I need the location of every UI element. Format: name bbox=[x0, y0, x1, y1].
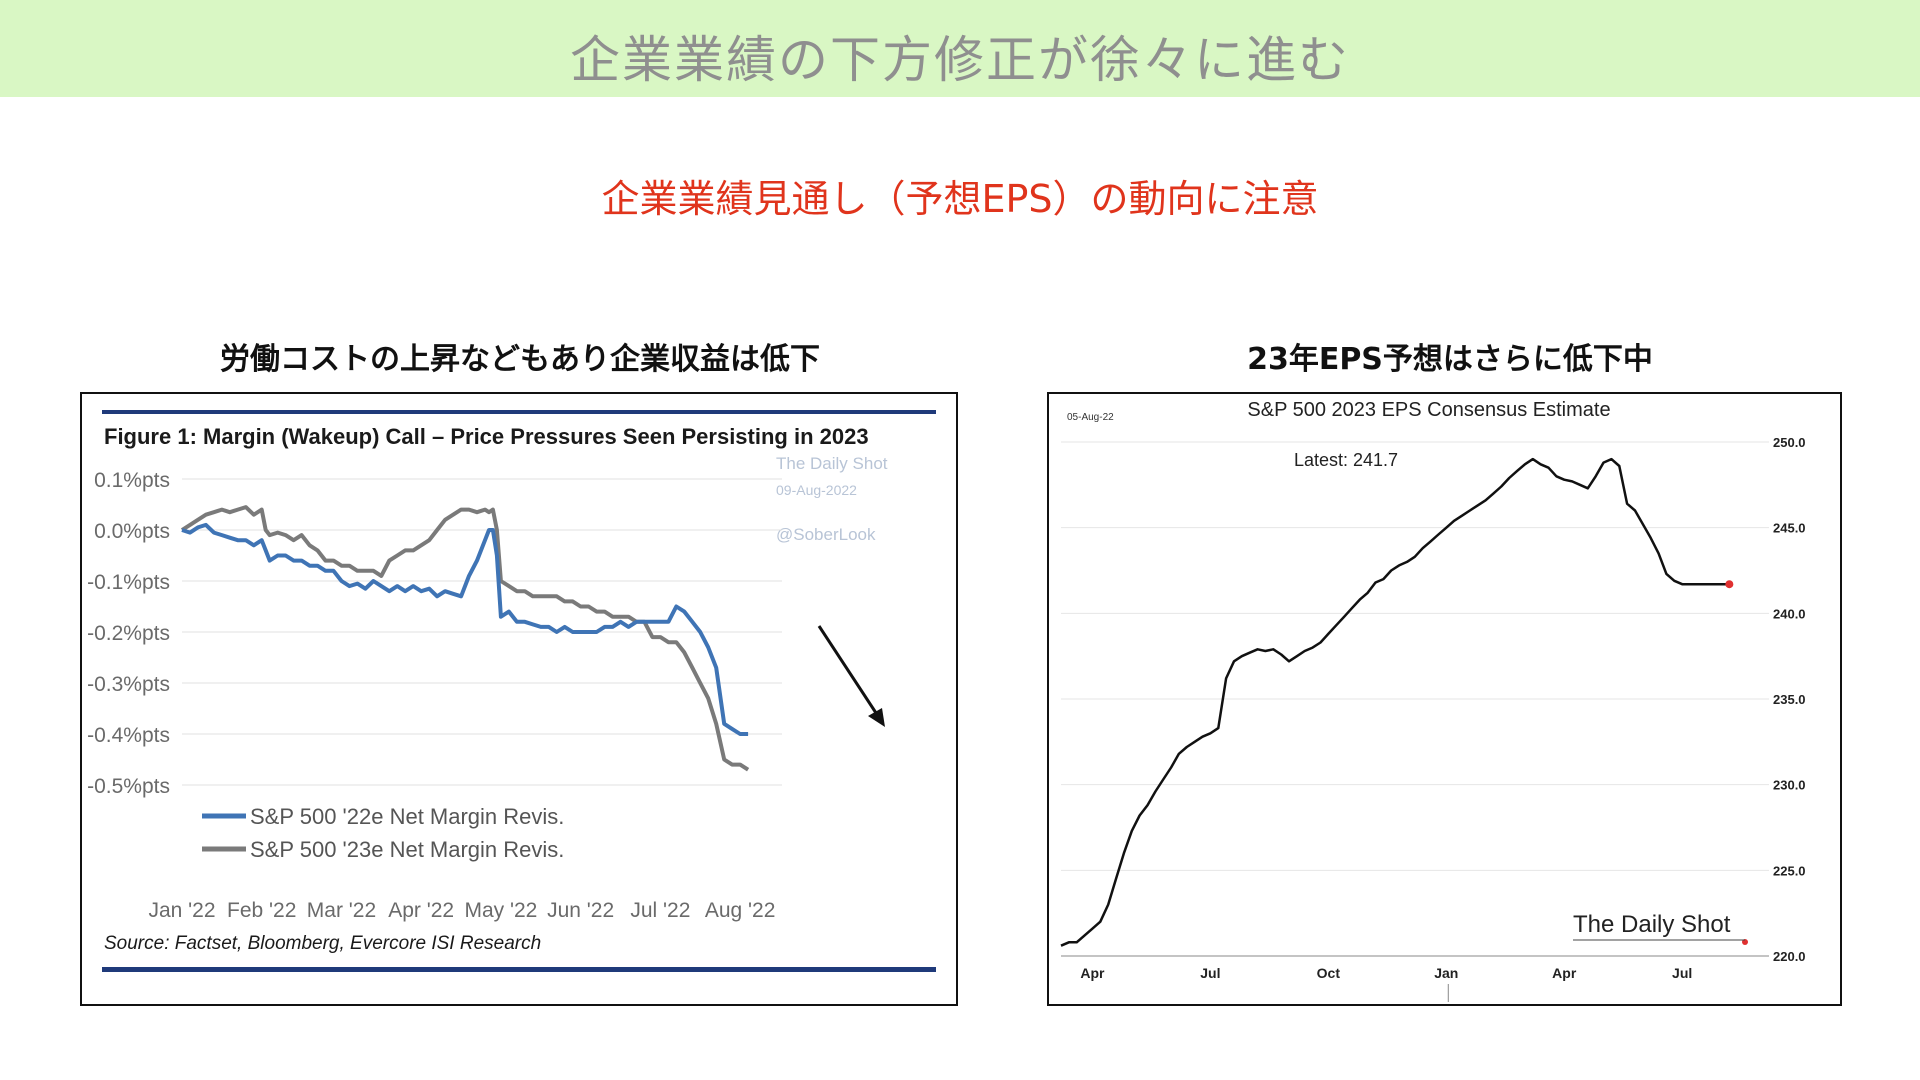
y-tick-label: 225.0 bbox=[1773, 863, 1806, 878]
legend-label-22e: S&P 500 '22e Net Margin Revis. bbox=[250, 804, 564, 829]
y-tick-label: 230.0 bbox=[1773, 778, 1806, 793]
y-tick-label: -0.2%pts bbox=[87, 622, 170, 645]
latest-label: Latest: 241.7 bbox=[1294, 450, 1398, 470]
x-tick-label: Oct bbox=[1317, 965, 1341, 981]
y-tick-label: 245.0 bbox=[1773, 521, 1806, 536]
margin-revision-chart: Figure 1: Margin (Wakeup) Call – Price P… bbox=[87, 410, 936, 972]
y-tick-label: 220.0 bbox=[1773, 949, 1806, 964]
eps-series-line bbox=[1060, 457, 1730, 947]
x-tick-label: May '22 bbox=[464, 899, 537, 922]
x-tick-label: Jul bbox=[1200, 965, 1220, 981]
series-23e-line bbox=[180, 505, 750, 772]
watermark-brand: The Daily Shot bbox=[776, 454, 888, 473]
x-tick-label: Jan bbox=[1434, 965, 1458, 981]
y-tick-label: 0.0%pts bbox=[94, 520, 170, 543]
eps-estimate-chart-frame: S&P 500 2023 EPS Consensus Estimate 05-A… bbox=[1047, 392, 1842, 1006]
y-tick-label: 250.0 bbox=[1773, 435, 1806, 450]
chart-title: Figure 1: Margin (Wakeup) Call – Price P… bbox=[104, 424, 869, 449]
legend: S&P 500 '22e Net Margin Revis. S&P 500 '… bbox=[202, 804, 564, 862]
x-tick-label: Feb '22 bbox=[227, 899, 296, 922]
title-banner: 企業業績の下方修正が徐々に進む bbox=[0, 0, 1920, 97]
x-tick-label: Jul '22 bbox=[630, 899, 690, 922]
x-tick-label: Aug '22 bbox=[705, 899, 776, 922]
y-tick-label: -0.1%pts bbox=[87, 571, 170, 594]
y-tick-label: -0.5%pts bbox=[87, 775, 170, 798]
page-title: 企業業績の下方修正が徐々に進む bbox=[570, 31, 1350, 89]
x-tick-label: Jun '22 bbox=[547, 899, 614, 922]
y-tick-label: 235.0 bbox=[1773, 692, 1806, 707]
x-tick-label: Apr bbox=[1552, 965, 1577, 981]
x-tick-label: Jul bbox=[1672, 965, 1692, 981]
eps-estimate-chart: S&P 500 2023 EPS Consensus Estimate 05-A… bbox=[1060, 399, 1806, 1002]
x-tick-label: Apr bbox=[1080, 965, 1105, 981]
margin-revision-chart-frame: Figure 1: Margin (Wakeup) Call – Price P… bbox=[80, 392, 958, 1006]
daily-shot-logo: The Daily Shot bbox=[1573, 911, 1745, 941]
y-tick-label: 0.1%pts bbox=[94, 469, 170, 492]
downward-arrow bbox=[817, 625, 885, 727]
left-chart-heading: 労働コストの上昇などもあり企業収益は低下 bbox=[220, 342, 820, 377]
watermark-date: 09-Aug-2022 bbox=[776, 482, 857, 498]
latest-point-marker bbox=[1725, 580, 1734, 589]
legend-label-23e: S&P 500 '23e Net Margin Revis. bbox=[250, 837, 564, 862]
y-tick-label: -0.3%pts bbox=[87, 673, 170, 696]
navy-rule-bottom bbox=[102, 967, 936, 972]
y-tick-label: -0.4%pts bbox=[87, 724, 170, 747]
watermark-handle: @SoberLook bbox=[776, 525, 876, 544]
x-tick-label: Apr '22 bbox=[388, 899, 454, 922]
x-tick-label: Mar '22 bbox=[307, 899, 376, 922]
x-tick-label: Jan '22 bbox=[148, 899, 215, 922]
page-subtitle: 企業業績見通し（予想EPS）の動向に注意 bbox=[601, 177, 1319, 221]
chart-date: 05-Aug-22 bbox=[1067, 412, 1114, 423]
chart-source: Source: Factset, Bloomberg, Evercore ISI… bbox=[104, 933, 541, 954]
navy-rule-top bbox=[102, 410, 936, 414]
y-tick-label: 240.0 bbox=[1773, 606, 1806, 621]
series-22e-line bbox=[181, 522, 749, 736]
chart-title: S&P 500 2023 EPS Consensus Estimate bbox=[1247, 399, 1610, 421]
brand-text: The Daily Shot bbox=[1573, 911, 1731, 938]
right-chart-heading: 23年EPS予想はさらに低下中 bbox=[1247, 342, 1653, 377]
